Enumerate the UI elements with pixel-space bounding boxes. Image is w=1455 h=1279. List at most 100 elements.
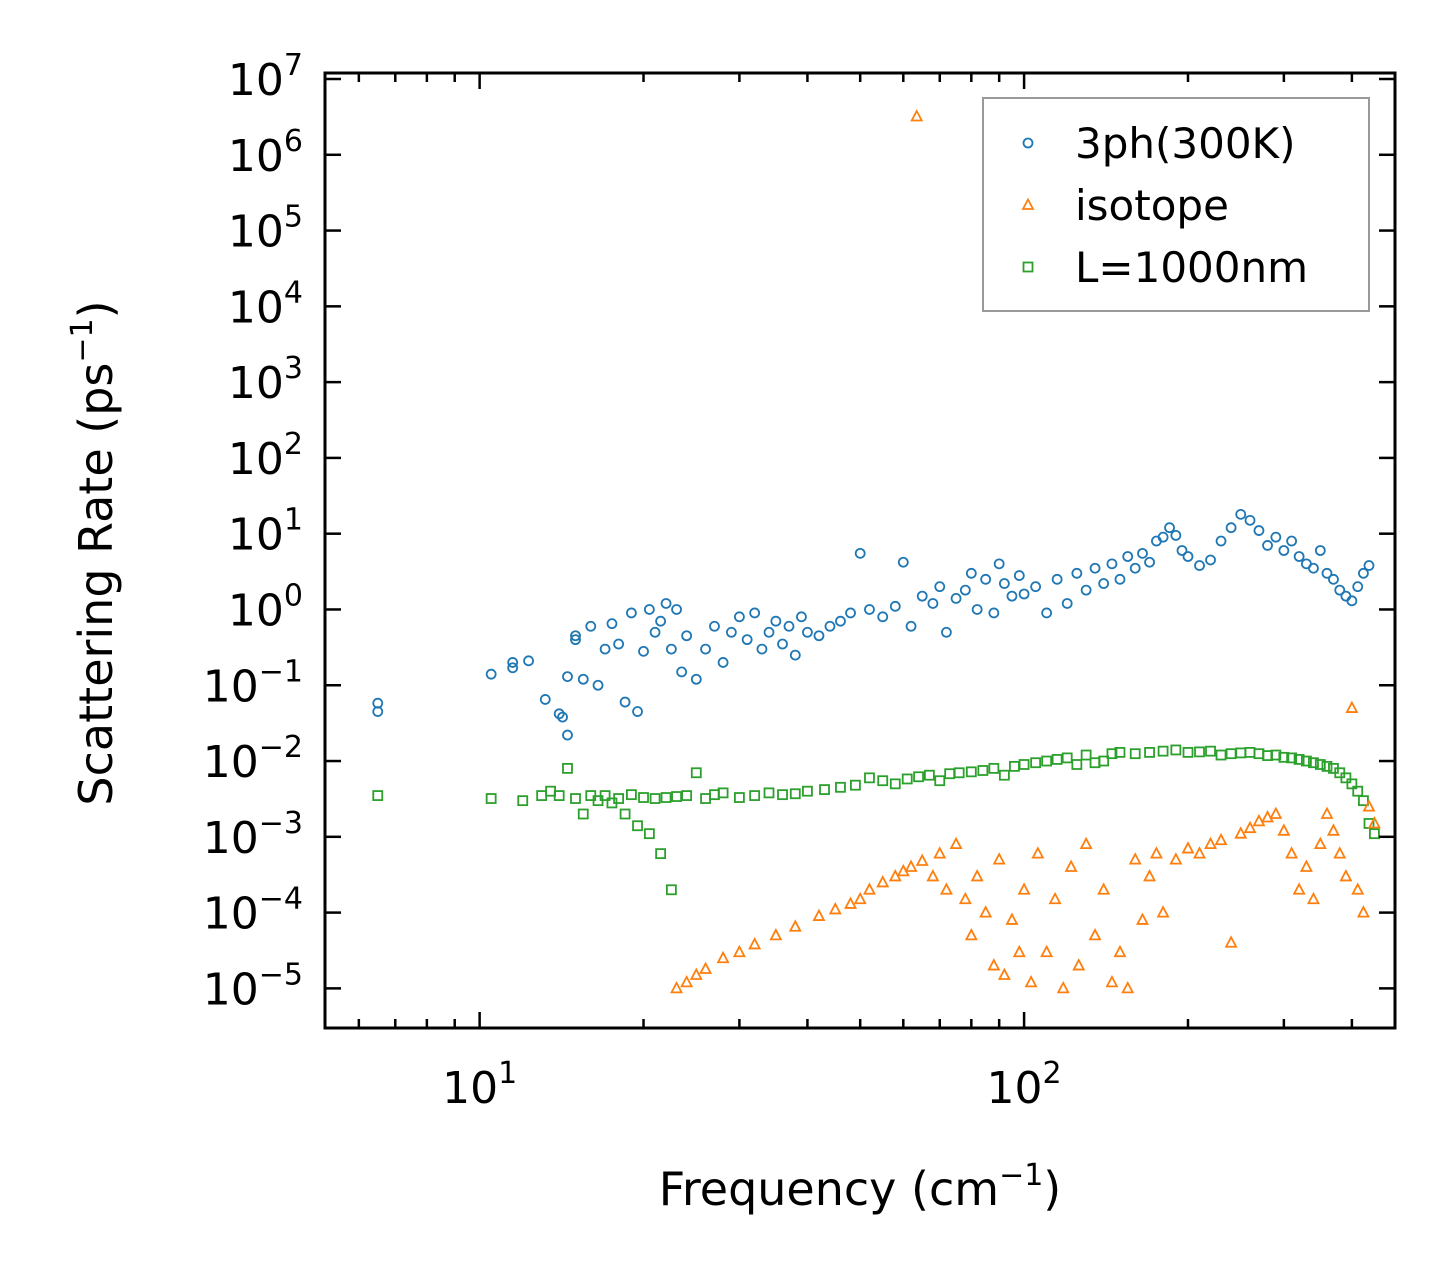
y-tick-label: 101	[228, 503, 303, 561]
data-point	[1182, 746, 1194, 758]
y-tick-label: 105	[228, 200, 303, 258]
data-point	[1235, 508, 1247, 520]
data-point	[1321, 760, 1333, 772]
data-point	[1164, 522, 1175, 534]
data-point	[1194, 560, 1205, 571]
data-point	[1293, 754, 1305, 765]
data-point	[777, 638, 788, 650]
data-point	[783, 620, 795, 632]
data-point	[1253, 525, 1265, 536]
data-point	[1137, 547, 1148, 559]
data-point	[599, 643, 611, 655]
data-point	[1244, 746, 1256, 758]
data-point	[770, 615, 782, 627]
data-point	[916, 590, 928, 602]
data-point	[988, 607, 1000, 619]
data-point	[689, 967, 703, 980]
data-point	[562, 729, 573, 741]
data-point	[1030, 581, 1042, 593]
data-point	[835, 615, 846, 627]
data-point	[959, 584, 971, 596]
data-point	[507, 662, 519, 674]
data-point	[732, 944, 746, 958]
x-axis-label: Frequency (cm−1)	[659, 1158, 1062, 1216]
data-point	[1235, 747, 1247, 759]
data-point	[1293, 551, 1305, 562]
data-point	[864, 772, 875, 784]
series-l-1000nm	[372, 744, 1380, 896]
data-point	[643, 828, 655, 840]
data-point	[1270, 531, 1282, 543]
data-point	[517, 795, 529, 807]
data-point	[813, 630, 825, 642]
data-point	[988, 762, 1000, 774]
data-point	[1352, 581, 1364, 593]
data-point	[1270, 749, 1282, 761]
plot-area	[372, 109, 1381, 994]
data-point	[905, 620, 917, 632]
data-point	[748, 937, 762, 950]
data-point	[749, 790, 761, 801]
y-tick-label: 106	[228, 124, 303, 182]
data-point	[655, 848, 667, 860]
data-point	[1080, 749, 1092, 761]
y-tick-label: 10−4	[203, 882, 303, 940]
data-point	[625, 607, 637, 619]
data-point	[1215, 535, 1227, 547]
data-point	[1098, 755, 1110, 767]
data-point	[1012, 944, 1026, 958]
data-point	[1326, 823, 1340, 836]
data-point	[1308, 757, 1319, 769]
data-point	[987, 958, 1001, 971]
data-point	[1080, 584, 1092, 596]
data-point	[901, 773, 913, 785]
data-point	[577, 673, 589, 685]
y-tick-label: 10−5	[203, 957, 303, 1015]
data-point	[1041, 755, 1053, 767]
data-point	[998, 578, 1010, 589]
data-point	[1321, 567, 1333, 579]
data-point	[1314, 545, 1326, 556]
data-point	[562, 762, 573, 774]
data-point	[562, 671, 573, 683]
data-point	[570, 630, 581, 642]
data-point	[1018, 588, 1030, 600]
data-point	[796, 611, 807, 623]
data-point	[915, 853, 929, 866]
data-point	[670, 980, 684, 994]
data-point	[854, 547, 866, 559]
data-point	[1157, 531, 1169, 543]
x-tick-label: 101	[442, 1056, 517, 1114]
data-point	[979, 905, 993, 918]
data-point	[1299, 859, 1313, 872]
data-point	[599, 790, 611, 801]
data-point	[638, 645, 649, 657]
data-point	[485, 793, 497, 804]
y-tick-label: 107	[228, 48, 303, 106]
x-tick-label: 102	[987, 1056, 1062, 1114]
data-point	[933, 846, 947, 859]
data-point	[850, 779, 861, 791]
data-point	[553, 790, 565, 801]
data-point	[1041, 607, 1053, 619]
data-point	[734, 792, 745, 803]
data-point	[1071, 567, 1083, 579]
data-point	[877, 611, 889, 623]
y-tick-label: 102	[228, 427, 303, 485]
data-point	[1351, 882, 1365, 895]
data-point	[1136, 912, 1149, 925]
data-point	[1340, 772, 1352, 784]
data-point	[824, 620, 836, 632]
data-point	[1285, 846, 1299, 859]
data-point	[690, 673, 702, 685]
data-point	[734, 611, 745, 623]
legend-item: 3ph(300K)	[1022, 119, 1295, 168]
data-point	[1106, 558, 1118, 570]
data-point	[1170, 529, 1182, 541]
data-point	[1346, 778, 1358, 790]
y-tick-label: 100	[228, 578, 303, 636]
data-point	[1214, 832, 1228, 846]
data-point	[660, 598, 672, 609]
y-tick-label: 10−2	[203, 730, 303, 788]
data-point	[557, 711, 568, 723]
